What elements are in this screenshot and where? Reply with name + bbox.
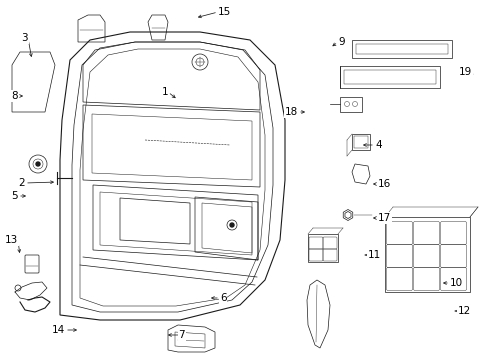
- Text: 10: 10: [450, 278, 463, 288]
- Text: 14: 14: [52, 325, 65, 335]
- Text: 6: 6: [220, 293, 227, 303]
- Text: 2: 2: [19, 178, 25, 188]
- Text: 9: 9: [338, 37, 344, 47]
- Text: 18: 18: [285, 107, 298, 117]
- Text: 4: 4: [375, 140, 382, 150]
- Text: 3: 3: [22, 33, 28, 43]
- Text: 8: 8: [11, 91, 18, 101]
- Text: 19: 19: [459, 67, 472, 77]
- Text: 5: 5: [11, 191, 18, 201]
- Text: 1: 1: [161, 87, 168, 97]
- Text: 11: 11: [368, 250, 381, 260]
- Text: 13: 13: [5, 235, 18, 245]
- Text: 15: 15: [218, 7, 231, 17]
- Circle shape: [230, 223, 234, 227]
- Text: 7: 7: [178, 330, 185, 340]
- Text: 12: 12: [458, 306, 471, 316]
- Text: 16: 16: [378, 179, 391, 189]
- Circle shape: [36, 162, 40, 166]
- Text: 17: 17: [378, 213, 391, 223]
